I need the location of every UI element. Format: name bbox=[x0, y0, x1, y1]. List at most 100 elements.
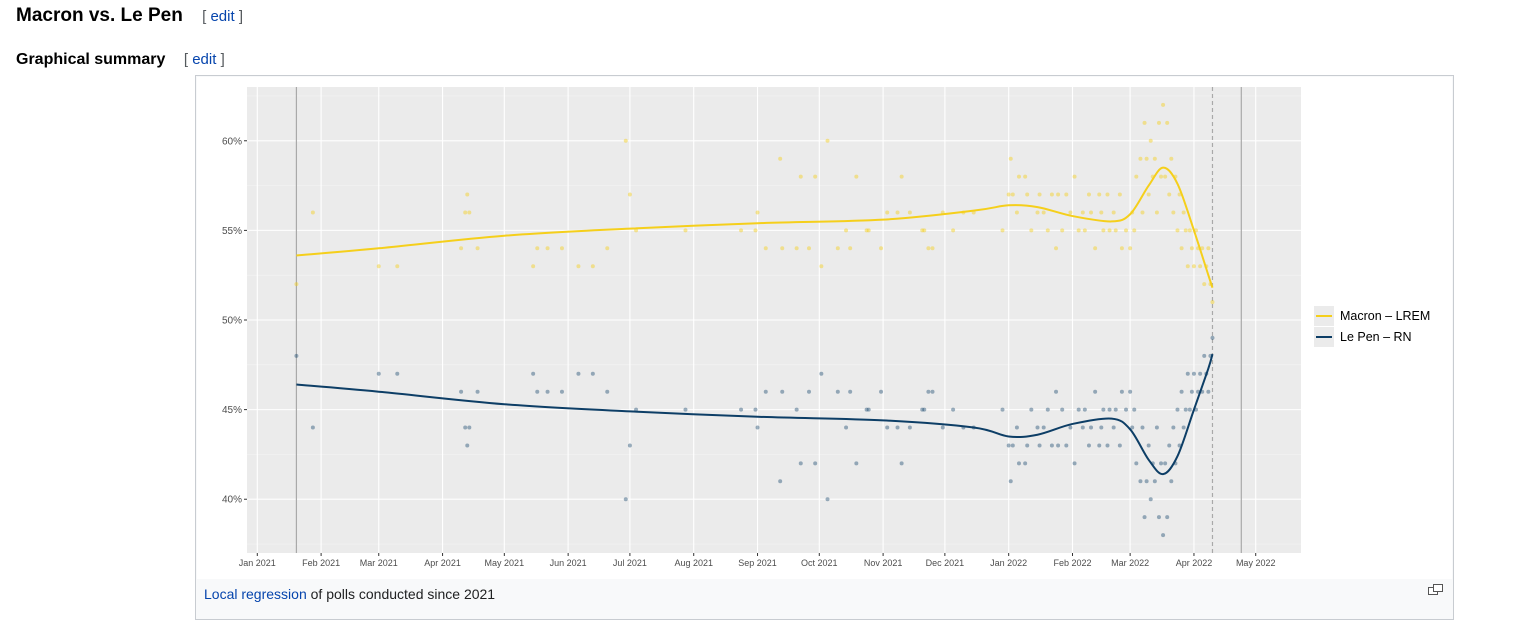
x-tick-label: Mar 2021 bbox=[360, 558, 398, 568]
poll-point bbox=[545, 246, 550, 251]
poll-point bbox=[1006, 443, 1011, 448]
poll-point bbox=[1037, 443, 1042, 448]
poll-point bbox=[590, 264, 595, 269]
poll-point bbox=[1165, 120, 1170, 125]
poll-point bbox=[623, 138, 628, 143]
poll-point bbox=[1093, 389, 1098, 394]
poll-point bbox=[1072, 174, 1077, 179]
poll-point bbox=[794, 407, 799, 412]
poll-point bbox=[1023, 174, 1028, 179]
poll-point bbox=[806, 246, 811, 251]
poll-point bbox=[885, 425, 890, 430]
poll-point bbox=[463, 425, 468, 430]
x-tick-label: Apr 2022 bbox=[1176, 558, 1213, 568]
poll-point bbox=[895, 425, 900, 430]
section-edit-link[interactable]: edit bbox=[210, 8, 235, 25]
poll-point bbox=[951, 228, 956, 233]
y-tick-label: 60% bbox=[222, 136, 242, 147]
poll-point bbox=[1010, 443, 1015, 448]
poll-point bbox=[798, 461, 803, 466]
poll-point bbox=[294, 353, 299, 358]
poll-point bbox=[930, 389, 935, 394]
poll-point bbox=[467, 425, 472, 430]
poll-point bbox=[866, 407, 871, 412]
legend-label-lepen: Le Pen – RN bbox=[1340, 329, 1412, 344]
subsection-heading: Graphical summary [ edit ] bbox=[16, 51, 225, 69]
poll-point bbox=[1060, 407, 1065, 412]
poll-point bbox=[535, 246, 540, 251]
poll-point bbox=[1142, 120, 1147, 125]
poll-point bbox=[899, 174, 904, 179]
poll-point bbox=[1144, 479, 1149, 484]
poll-point bbox=[1037, 192, 1042, 197]
poll-point bbox=[1187, 407, 1192, 412]
poll-point bbox=[926, 389, 931, 394]
poll-point bbox=[623, 497, 628, 502]
poll-point bbox=[813, 174, 818, 179]
poll-point bbox=[813, 461, 818, 466]
poll-point bbox=[1183, 228, 1188, 233]
poll-point bbox=[1041, 210, 1046, 215]
poll-point bbox=[1144, 156, 1149, 161]
poll-point bbox=[1068, 210, 1073, 215]
poll-point bbox=[627, 443, 632, 448]
poll-point bbox=[1082, 228, 1087, 233]
poll-point bbox=[1148, 497, 1153, 502]
poll-point bbox=[1076, 228, 1081, 233]
poll-point bbox=[907, 210, 912, 215]
poll-point bbox=[1198, 371, 1203, 376]
poll-point bbox=[763, 246, 768, 251]
trend-line bbox=[296, 166, 1214, 289]
magnify-clip-icon[interactable] bbox=[1428, 584, 1443, 595]
poll-point bbox=[1202, 353, 1207, 358]
poll-point bbox=[1134, 461, 1139, 466]
poll-point bbox=[1025, 192, 1030, 197]
x-tick-label: Jan 2022 bbox=[990, 558, 1027, 568]
poll-point bbox=[1146, 192, 1151, 197]
poll-point bbox=[1198, 264, 1203, 269]
poll-point bbox=[1041, 425, 1046, 430]
poll-point bbox=[1179, 246, 1184, 251]
poll-point bbox=[1086, 192, 1091, 197]
trend-line bbox=[296, 353, 1214, 476]
poll-point bbox=[465, 443, 470, 448]
subsection-edit: [ edit ] bbox=[183, 51, 225, 68]
x-tick-label: Jan 2021 bbox=[239, 558, 276, 568]
figure-caption: Local regression of polls conducted sinc… bbox=[204, 586, 495, 602]
poll-point bbox=[1169, 156, 1174, 161]
poll-point bbox=[848, 246, 853, 251]
poll-point bbox=[848, 389, 853, 394]
poll-point bbox=[739, 228, 744, 233]
poll-point bbox=[1049, 443, 1054, 448]
poll-point bbox=[1093, 246, 1098, 251]
poll-point bbox=[1086, 443, 1091, 448]
poll-point bbox=[1010, 192, 1015, 197]
poll-point bbox=[1119, 246, 1124, 251]
poll-point bbox=[1132, 407, 1137, 412]
poll-point bbox=[475, 389, 480, 394]
poll-point bbox=[1029, 228, 1034, 233]
poll-point bbox=[1146, 443, 1151, 448]
poll-point bbox=[1117, 443, 1122, 448]
section-edit: [ edit ] bbox=[202, 8, 243, 25]
poll-point bbox=[1142, 515, 1147, 520]
poll-point bbox=[1124, 407, 1129, 412]
poll-point bbox=[1130, 425, 1135, 430]
figure-thumb: 40% 45% 50% 55% 60% Jan 2021 Feb 2021 Mar 2021… bbox=[195, 75, 1454, 620]
poll-point bbox=[1045, 407, 1050, 412]
poll-point bbox=[1159, 174, 1164, 179]
poll-point bbox=[1035, 425, 1040, 430]
poll-point bbox=[1134, 174, 1139, 179]
subsection-title: Graphical summary bbox=[16, 51, 166, 68]
poll-point bbox=[1200, 246, 1205, 251]
poll-point bbox=[1185, 371, 1190, 376]
poll-point bbox=[854, 461, 859, 466]
poll-point bbox=[899, 461, 904, 466]
legend-key-lepen bbox=[1314, 326, 1334, 347]
poll-point bbox=[1156, 515, 1161, 520]
poll-point bbox=[819, 371, 824, 376]
poll-point bbox=[1183, 407, 1188, 412]
poll-point bbox=[1202, 282, 1207, 287]
subsection-edit-link[interactable]: edit bbox=[192, 51, 217, 68]
caption-link-local-regression[interactable]: Local regression bbox=[204, 586, 307, 602]
